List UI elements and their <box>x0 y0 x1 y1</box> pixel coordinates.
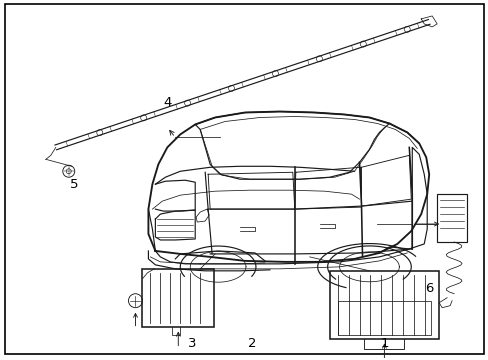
Bar <box>436 194 466 242</box>
Text: 1: 1 <box>379 337 388 350</box>
Text: 5: 5 <box>69 178 78 191</box>
Text: 6: 6 <box>424 282 432 295</box>
Text: 2: 2 <box>247 337 256 350</box>
Text: 4: 4 <box>163 96 171 109</box>
Bar <box>337 301 430 335</box>
Text: 3: 3 <box>187 337 196 350</box>
Bar <box>142 269 214 327</box>
Bar <box>329 271 438 338</box>
